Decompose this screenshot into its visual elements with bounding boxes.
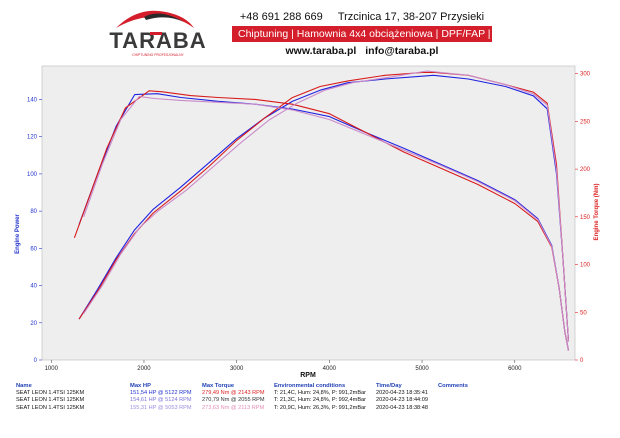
run-max-torque: 270,79 Nm @ 2055 RPM xyxy=(202,397,265,404)
x-tick-label: 1000 xyxy=(45,366,59,372)
axis-layer: 1000 2000 3000 4000 5000 60000204060801001201… xyxy=(27,72,591,372)
legend-row: SEAT LEON 1.4TSI 125KM 155,31 HP @ 5053 … xyxy=(14,405,614,412)
left-tick-label: 60 xyxy=(30,246,37,252)
legend-row: SEAT LEON 1.4TSI 125KM 151,54 HP @ 5122 … xyxy=(14,390,614,397)
run-name: SEAT LEON 1.4TSI 125KM xyxy=(16,397,85,404)
run-comments xyxy=(436,397,614,404)
legend-row: SEAT LEON 1.4TSI 125KM 154,61 HP @ 5124 … xyxy=(14,397,614,404)
left-tick-label: 120 xyxy=(27,135,38,141)
run-comments xyxy=(436,405,614,412)
header-comments: Comments xyxy=(438,383,468,389)
series-line-torque-3 xyxy=(83,95,570,351)
email-link[interactable]: info@taraba.pl xyxy=(365,45,439,57)
run-name: SEAT LEON 1.4TSI 125KM xyxy=(16,404,85,411)
left-tick-label: 140 xyxy=(27,97,38,103)
header: TARABA CHIPTUNING PROFESJONALNY +48 691 … xyxy=(0,0,620,62)
header-max-hp: Max HP xyxy=(130,383,151,389)
header-max-torque: Max Torque xyxy=(202,383,235,389)
x-tick-label: 3000 xyxy=(230,366,244,372)
run-comments xyxy=(436,390,614,397)
run-time: 2020-04-23 18:44:09 xyxy=(376,397,428,404)
run-max-hp: 151,54 HP @ 5122 RPM xyxy=(130,390,192,396)
run-name: SEAT LEON 1.4TSI 125KM xyxy=(16,390,85,396)
address: Trzcinica 17, 38-207 Przysieki xyxy=(337,11,485,23)
run-time: 2020-04-23 18:35:41 xyxy=(376,390,428,396)
right-tick-label: 250 xyxy=(580,119,591,125)
run-time: 2020-04-23 18:38:48 xyxy=(376,404,428,411)
results-legend: Name Max HP Max Torque Environmental con… xyxy=(14,383,614,412)
left-tick-label: 40 xyxy=(30,284,37,290)
header-environment: Environmental conditions xyxy=(274,383,346,389)
x-tick-label: 2000 xyxy=(137,366,151,372)
right-tick-label: 50 xyxy=(580,310,587,316)
left-tick-label: 100 xyxy=(27,172,38,178)
dyno-chart: 1000 2000 3000 4000 5000 60000204060801001201… xyxy=(15,65,600,379)
run-max-torque: 273,63 Nm @ 2113 RPM xyxy=(202,404,265,411)
svg-text:CHIPTUNING PROFESJONALNY: CHIPTUNING PROFESJONALNY xyxy=(132,53,184,57)
header-time: Time/Day xyxy=(376,383,402,389)
left-axis-title: Engine Power xyxy=(15,214,21,254)
website-link[interactable]: www.taraba.pl xyxy=(285,45,357,57)
right-tick-label: 100 xyxy=(580,263,591,269)
run-max-torque: 279,49 Nm @ 2143 RPM xyxy=(202,390,265,396)
svg-text:TARABA: TARABA xyxy=(109,28,206,53)
legend-header-row: Name Max HP Max Torque Environmental con… xyxy=(14,383,614,390)
services-banner: Chiptuning | Hamownia 4x4 obciążeniowa |… xyxy=(232,26,525,42)
series-line-torque-2 xyxy=(73,90,570,351)
run-max-hp: 154,61 HP @ 5124 RPM xyxy=(130,397,192,404)
right-tick-label: 0 xyxy=(580,358,584,364)
x-tick-label: 6000 xyxy=(508,366,522,372)
x-axis-title: RPM xyxy=(300,372,316,379)
phone-number: +48 691 288 669 xyxy=(239,11,323,23)
right-tick-label: 150 xyxy=(580,215,591,221)
left-tick-label: 0 xyxy=(34,358,38,364)
contact-block: +48 691 288 669 Trzcinica 17, 38-207 Prz… xyxy=(232,11,525,57)
run-max-hp: 155,31 HP @ 5053 RPM xyxy=(130,404,192,411)
run-environment: T: 21,3C, Hum: 24,8%, P: 992,4mBar xyxy=(274,397,367,404)
results-table: Name Max HP Max Torque Environmental con… xyxy=(14,383,614,412)
x-tick-label: 4000 xyxy=(323,366,337,372)
header-name: Name xyxy=(16,383,32,389)
left-tick-label: 20 xyxy=(30,321,37,327)
x-tick-label: 5000 xyxy=(415,366,429,372)
right-tick-label: 300 xyxy=(580,72,591,78)
series-line-power-3 xyxy=(83,70,570,342)
left-tick-label: 80 xyxy=(30,209,37,215)
run-environment: T: 20,9C, Hum: 26,3%, P: 991,2mBar xyxy=(274,404,367,411)
series-layer xyxy=(73,70,570,351)
right-tick-label: 200 xyxy=(580,167,591,173)
taraba-logo: TARABA CHIPTUNING PROFESJONALNY xyxy=(109,10,206,57)
series-line-power-1 xyxy=(78,74,570,342)
run-environment: T: 21,4C, Hum: 24,8%, P: 991,2mBar xyxy=(274,390,367,396)
right-axis-title: Engine Torque (Nm) xyxy=(594,184,600,241)
plot-area xyxy=(41,65,576,361)
